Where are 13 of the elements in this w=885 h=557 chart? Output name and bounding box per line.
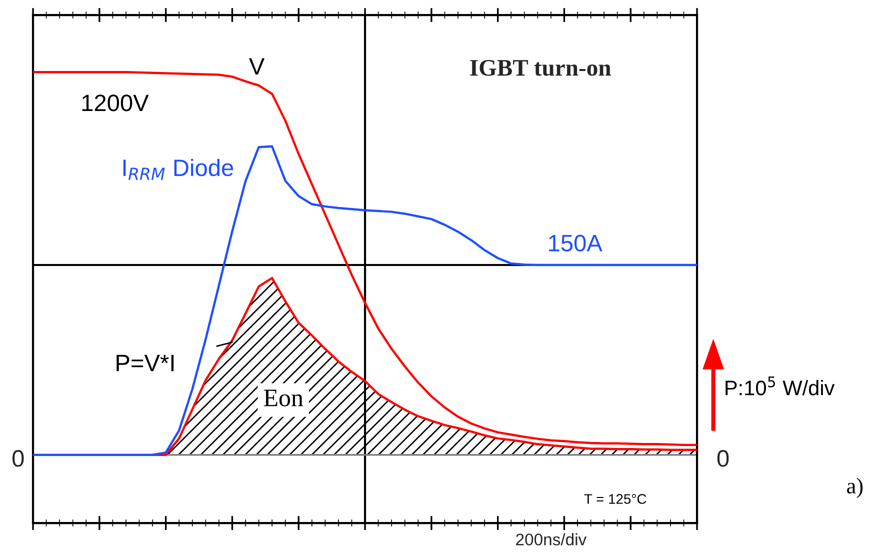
text: T = 125°C (584, 494, 646, 504)
text: 0 (717, 450, 729, 467)
x-axis-title: 200ns/div (516, 533, 587, 546)
annotation: 1200V (82, 94, 149, 112)
annotation: Eon (264, 390, 304, 406)
text: a) (847, 478, 863, 498)
annotation: V (249, 58, 265, 74)
annotation: I$_{RRM}$ Diode (123, 158, 234, 180)
ref-line-label: 0 (12, 450, 24, 467)
annotation: 150A (549, 234, 602, 252)
annotation: P=V*I (116, 354, 174, 372)
text: P:10$^{5}$ W/div (726, 376, 835, 396)
chart-title: IGBT turn-on (470, 60, 611, 76)
